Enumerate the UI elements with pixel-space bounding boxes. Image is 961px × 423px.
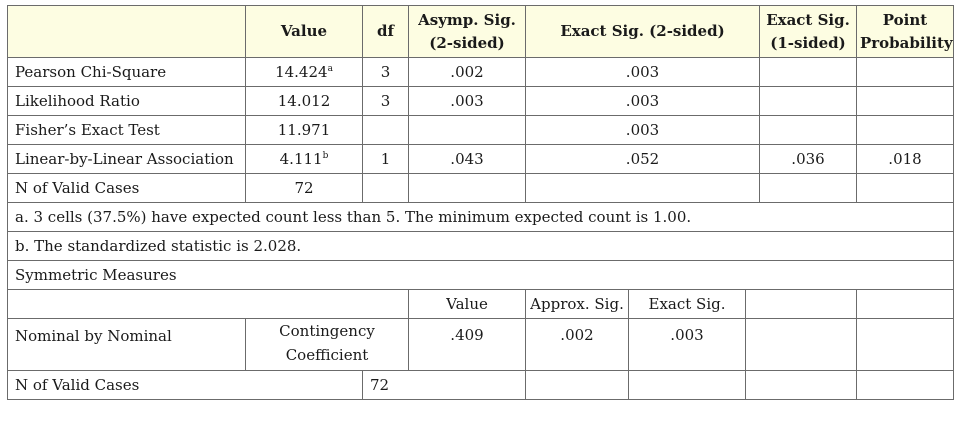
header-exact-sig-1-line1: Exact Sig. (766, 10, 850, 29)
cell-point-prob (856, 115, 954, 145)
symmetric-header-approx-sig: Approx. Sig. (525, 289, 629, 319)
row-label: N of Valid Cases (7, 173, 246, 203)
header-value: Value (245, 5, 363, 58)
cell-exact-sig-2 (525, 173, 760, 203)
cell-df: 3 (362, 57, 409, 87)
table-row: N of Valid Cases 72 (7, 173, 954, 203)
header-df: df (362, 5, 409, 58)
cell-point-prob: .018 (856, 144, 954, 174)
symmetric-cell-empty-2 (856, 318, 954, 371)
cell-exact-sig-2: .052 (525, 144, 760, 174)
measure-name-line2: Coefficient (285, 346, 369, 364)
symmetric-measures-title: Symmetric Measures (7, 260, 954, 290)
row-label: Fisher’s Exact Test (7, 115, 246, 145)
symmetric-n-row: N of Valid Cases 72 (7, 370, 954, 400)
header-point-prob-line2: Probability (860, 33, 953, 52)
value-text: 4.111 (279, 150, 323, 168)
symmetric-measures-title-row: Symmetric Measures (7, 260, 954, 290)
cell-asymp-sig: .002 (408, 57, 526, 87)
cell-exact-sig-2: .003 (525, 115, 760, 145)
symmetric-header-empty-2 (856, 289, 954, 319)
row-label: Linear-by-Linear Association (7, 144, 246, 174)
header-blank (7, 5, 246, 58)
symmetric-data-row: Nominal by Nominal Contingency Coefficie… (7, 318, 954, 371)
cell-asymp-sig: .043 (408, 144, 526, 174)
cell-exact-sig-1 (759, 115, 857, 145)
cell-exact-sig-1 (759, 173, 857, 203)
cell-exact-sig-1 (759, 57, 857, 87)
chi-square-tests-table: Value df Asymp. Sig. (2-sided) Exact Sig… (7, 5, 954, 400)
header-asymp-sig-line2: (2-sided) (429, 33, 505, 52)
symmetric-header-blank (7, 289, 409, 319)
header-asymp-sig-line1: Asymp. Sig. (418, 10, 516, 29)
cell-exact-sig-1 (759, 86, 857, 116)
cell-value: 14.424a (245, 57, 363, 87)
symmetric-header-empty-1 (745, 289, 857, 319)
value-text: 72 (294, 179, 314, 197)
symmetric-cell-empty-1 (745, 318, 857, 371)
symmetric-cell-value: .409 (408, 318, 526, 371)
symmetric-header-exact-sig: Exact Sig. (628, 289, 746, 319)
cell-asymp-sig (408, 115, 526, 145)
cell-value: 4.111b (245, 144, 363, 174)
cell-point-prob (856, 57, 954, 87)
footnote-row-a: a. 3 cells (37.5%) have expected count l… (7, 202, 954, 232)
table-row: Linear-by-Linear Association 4.111b 1 .0… (7, 144, 954, 174)
header-row: Value df Asymp. Sig. (2-sided) Exact Sig… (7, 5, 954, 58)
header-asymp-sig: Asymp. Sig. (2-sided) (408, 5, 526, 58)
measure-name-line1: Contingency (279, 322, 375, 340)
table-row: Pearson Chi-Square 14.424a 3 .002 .003 (7, 57, 954, 87)
value-text: 14.424 (275, 63, 328, 81)
cell-point-prob (856, 86, 954, 116)
symmetric-n-empty-3 (745, 370, 857, 400)
table-row: Fisher’s Exact Test 11.971 .003 (7, 115, 954, 145)
cell-exact-sig-1: .036 (759, 144, 857, 174)
value-text: 14.012 (277, 92, 331, 110)
cell-asymp-sig (408, 173, 526, 203)
footnote-marker: a (327, 64, 333, 74)
value-text: 11.971 (277, 121, 331, 139)
footnote-a: a. 3 cells (37.5%) have expected count l… (7, 202, 954, 232)
cell-value: 11.971 (245, 115, 363, 145)
symmetric-n-value: 72 (362, 370, 526, 400)
row-label: Pearson Chi-Square (7, 57, 246, 87)
footnote-marker: b (322, 151, 329, 161)
footnote-row-b: b. The standardized statistic is 2.028. (7, 231, 954, 261)
footnote-b: b. The standardized statistic is 2.028. (7, 231, 954, 261)
cell-exact-sig-2: .003 (525, 86, 760, 116)
table-row: Likelihood Ratio 14.012 3 .003 .003 (7, 86, 954, 116)
cell-df (362, 173, 409, 203)
cell-df: 3 (362, 86, 409, 116)
cell-value: 72 (245, 173, 363, 203)
symmetric-n-label: N of Valid Cases (7, 370, 363, 400)
cell-df: 1 (362, 144, 409, 174)
statistics-tables: Value df Asymp. Sig. (2-sided) Exact Sig… (7, 5, 954, 400)
symmetric-n-empty-2 (628, 370, 746, 400)
symmetric-n-empty-1 (525, 370, 629, 400)
cell-point-prob (856, 173, 954, 203)
header-exact-sig-1-sided: Exact Sig. (1-sided) (759, 5, 857, 58)
symmetric-measure-name: Contingency Coefficient (245, 318, 409, 371)
symmetric-header-row: Value Approx. Sig. Exact Sig. (7, 289, 954, 319)
cell-exact-sig-2: .003 (525, 57, 760, 87)
header-exact-sig-1-line2: (1-sided) (770, 33, 846, 52)
header-point-probability: Point Probability (856, 5, 954, 58)
row-label: Likelihood Ratio (7, 86, 246, 116)
header-point-prob-line1: Point (882, 10, 928, 29)
symmetric-cell-exact-sig: .003 (628, 318, 746, 371)
symmetric-row-label: Nominal by Nominal (7, 318, 246, 371)
symmetric-header-value: Value (408, 289, 526, 319)
symmetric-cell-approx-sig: .002 (525, 318, 629, 371)
symmetric-n-empty-4 (856, 370, 954, 400)
cell-asymp-sig: .003 (408, 86, 526, 116)
cell-value: 14.012 (245, 86, 363, 116)
cell-df (362, 115, 409, 145)
header-exact-sig-2-sided: Exact Sig. (2-sided) (525, 5, 760, 58)
